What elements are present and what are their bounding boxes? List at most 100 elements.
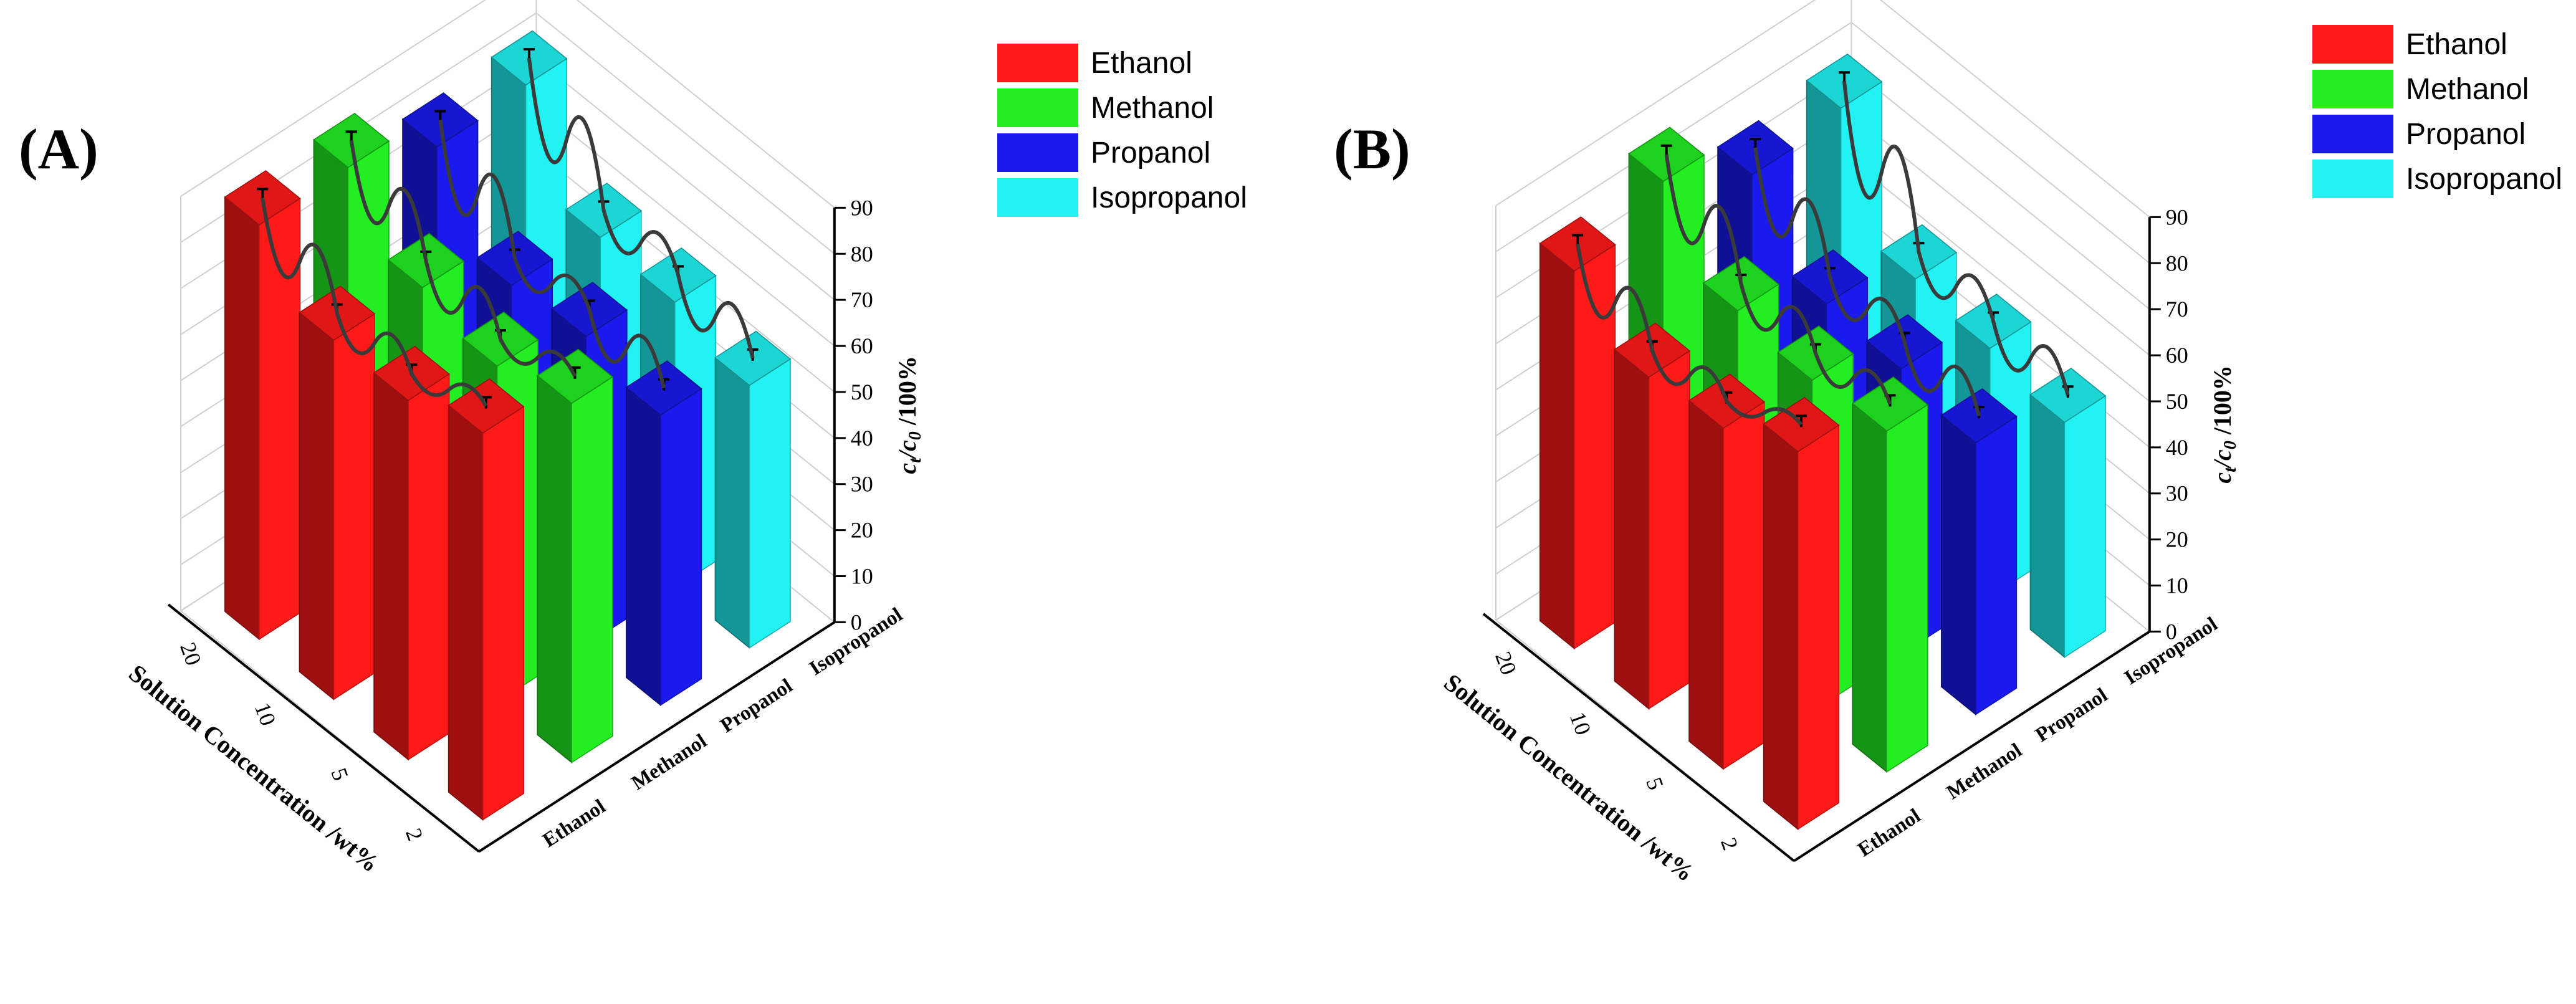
z-tick-label: 40 (851, 426, 873, 451)
bar-propanol-2 (1940, 388, 2018, 716)
bar-propanol-2 (625, 360, 702, 707)
legend-label: Ethanol (2406, 28, 2507, 61)
bar-methanol-2 (1851, 376, 1929, 773)
legend-label: Ethanol (1091, 47, 1192, 80)
alcohol-tick-label: Propanol (2032, 684, 2112, 747)
bar-front-face (1975, 415, 2018, 715)
z-axis-title: ct/c0 /100% (893, 356, 925, 474)
bar-isopropanol-2 (2029, 367, 2107, 659)
z-title-c0: /c (893, 440, 921, 460)
alcohol-tick-label: Ethanol (539, 795, 609, 852)
legend-item-ethanol: Ethanol (2312, 25, 2507, 64)
legend-item-methanol: Methanol (2312, 70, 2529, 108)
z-tick-label: 90 (851, 195, 873, 220)
legend-label: Methanol (2406, 73, 2529, 106)
concentration-tick-label: 5 (326, 765, 353, 784)
bar-front-face (408, 373, 450, 761)
z-title-tail: /100% (2208, 365, 2236, 441)
legend-item-propanol: Propanol (997, 133, 1210, 172)
panel-label: (B) (1334, 117, 1410, 181)
legend-swatch (2312, 115, 2393, 153)
z-title-tail: /100% (893, 356, 921, 431)
z-tick-label: 80 (851, 241, 873, 266)
bar-ethanol-2 (1763, 396, 1840, 831)
bar-front-face (2064, 394, 2106, 658)
bar-isopropanol-2 (714, 330, 792, 649)
trend-line-isopropanol (1842, 80, 2070, 396)
legend-item-isopropanol: Isopropanol (997, 178, 1247, 217)
gridline (180, 0, 835, 209)
legend-label: Methanol (1091, 92, 1214, 125)
z-tick-label: 60 (851, 333, 873, 358)
bar-side-face (537, 375, 572, 764)
legend-item-isopropanol: Isopropanol (2312, 160, 2562, 198)
z-tick-label: 20 (2166, 527, 2188, 552)
alcohol-tick-label: Propanol (717, 674, 797, 737)
z-tick-label: 80 (2166, 251, 2188, 275)
bar-ethanol-5 (373, 345, 450, 761)
bar-side-face (714, 356, 750, 649)
concentration-axis (1482, 613, 1795, 862)
legend-swatch (997, 88, 1078, 127)
bar-front-face (1723, 401, 1765, 770)
z-tick-label: 30 (851, 472, 873, 497)
z-title-sub-t: t (2221, 467, 2240, 472)
bar-ethanol-20 (224, 170, 301, 641)
bar-front-face (749, 358, 791, 649)
legend-label: Isopropanol (2406, 163, 2562, 196)
bar-methanol-2 (536, 348, 614, 764)
concentration-tick-label: 10 (250, 699, 281, 729)
z-tick-label: 70 (851, 287, 873, 312)
legend-swatch (2312, 25, 2393, 64)
trend-line-isopropanol (527, 57, 755, 359)
trend-line-propanol (438, 119, 666, 389)
z-title-c: c (2208, 472, 2236, 484)
trend-line-propanol (1753, 147, 1981, 416)
trend-line-methanol (349, 140, 577, 378)
z-tick-label: 30 (2166, 481, 2188, 506)
bar-side-face (626, 386, 661, 707)
bar-ethanol-5 (1688, 373, 1765, 770)
bar-side-face (299, 311, 335, 700)
trend-line-ethanol (261, 197, 488, 407)
z-title-sub-0: 0 (906, 431, 925, 440)
z-tick-label: 10 (2166, 573, 2188, 598)
concentration-tick-label: 5 (1641, 774, 1669, 793)
bar-ethanol-10 (299, 285, 376, 700)
z-tick-label: 40 (2166, 435, 2188, 460)
bar-ethanol-2 (448, 378, 525, 821)
legend-label: Isopropanol (1091, 181, 1247, 214)
alcohol-axis (478, 621, 835, 853)
alcohol-tick-label: Methanol (1943, 739, 2026, 804)
z-title-c0: /c (2208, 449, 2236, 469)
panel-label: (A) (19, 117, 98, 181)
z-tick-label: 60 (2166, 343, 2188, 368)
trend-lines (261, 57, 755, 407)
bar-front-face (1797, 424, 1839, 830)
concentration-axis (167, 603, 480, 853)
z-title-sub-t: t (906, 457, 925, 463)
z-tick-label: 10 (851, 564, 873, 589)
z-tick-label: 0 (2166, 619, 2177, 644)
trend-line-ethanol (1576, 243, 1803, 426)
alcohol-axis (1793, 630, 2150, 863)
concentration-tick-label: 20 (1490, 648, 1521, 678)
z-title-c: c (893, 463, 921, 474)
bar-side-face (1852, 402, 1887, 773)
bar-side-face (1539, 242, 1575, 650)
legend-item-propanol: Propanol (2312, 115, 2526, 153)
alcohol-tick-label: Ethanol (1854, 805, 1924, 861)
legend: Ethanol Methanol Propanol Isopropanol (2312, 25, 2562, 198)
z-title-sub-0: 0 (2221, 441, 2240, 449)
bar-side-face (448, 404, 484, 821)
bars (224, 30, 792, 821)
legend-item-ethanol: Ethanol (997, 44, 1192, 82)
z-axis-title: ct/c0 /100% (2208, 365, 2240, 484)
bars (1539, 53, 2107, 831)
alcohol-tick-label: Methanol (628, 730, 711, 795)
trend-lines (1576, 80, 2070, 426)
trend-line-methanol (1664, 154, 1892, 405)
bar-front-face (571, 376, 613, 763)
